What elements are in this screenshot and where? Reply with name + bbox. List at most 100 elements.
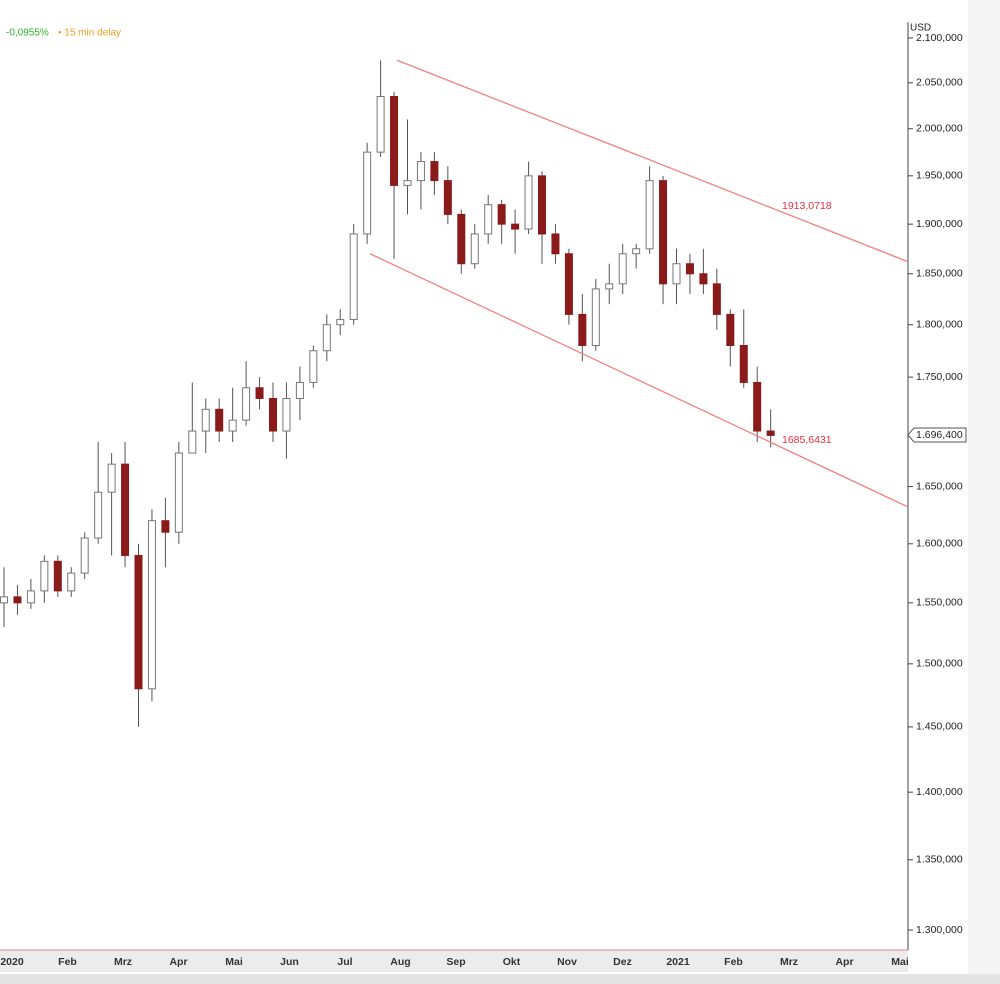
candle-body xyxy=(699,273,708,285)
y-tick-label: 1.350,000 xyxy=(916,854,963,866)
y-tick-label: 1.300,000 xyxy=(916,924,963,936)
status-change: -0,0955% xyxy=(6,28,49,39)
x-tick-label: Mrz xyxy=(780,956,798,968)
x-tick-label: 2020 xyxy=(0,956,24,968)
candle-body xyxy=(67,572,76,592)
x-tick-label: Apr xyxy=(169,956,187,968)
x-tick-label: Mrz xyxy=(114,956,132,968)
candle-body xyxy=(107,463,116,493)
candle-body xyxy=(322,324,331,352)
candle-body xyxy=(551,233,560,255)
y-tick-label: 1.550,000 xyxy=(916,597,963,609)
x-axis-band xyxy=(0,950,908,972)
x-tick-label: Nov xyxy=(557,956,577,968)
y-tick-label: 1.600,000 xyxy=(916,538,963,550)
candle-body xyxy=(470,233,479,265)
candle-body xyxy=(591,288,600,347)
x-tick-label: Feb xyxy=(724,956,743,968)
x-tick-label: Mai xyxy=(891,956,909,968)
candle-body xyxy=(430,161,439,182)
candle-body xyxy=(416,161,425,182)
x-tick-label: 2021 xyxy=(666,956,690,968)
x-tick-label: Feb xyxy=(58,956,77,968)
candle-body xyxy=(40,560,49,592)
candle-body xyxy=(739,345,748,383)
candle-body xyxy=(484,204,493,235)
y-tick-label: 2.050,000 xyxy=(916,77,963,89)
candle-body xyxy=(538,175,546,235)
candle-body xyxy=(659,180,668,285)
candle-body xyxy=(457,213,466,265)
candle-body xyxy=(80,537,89,574)
trend-label: 1685,6431 xyxy=(782,434,832,446)
y-tick-label: 1.850,000 xyxy=(916,268,963,280)
candle-body xyxy=(672,263,681,285)
candle-body xyxy=(26,590,35,604)
candle-body xyxy=(524,175,533,230)
bottom-strip xyxy=(0,974,1000,984)
y-tick-label: 2.000,000 xyxy=(916,123,963,135)
x-tick-label: Dez xyxy=(613,956,632,968)
x-tick-label: Aug xyxy=(390,956,410,968)
candle-body xyxy=(753,381,762,432)
delay-note: • 15 min delay xyxy=(58,28,121,39)
y-tick-label: 1.450,000 xyxy=(916,721,963,733)
candle-body xyxy=(632,248,641,255)
candle-body xyxy=(147,520,156,690)
y-tick-label: 1.800,000 xyxy=(916,318,963,330)
candle-body xyxy=(349,233,358,321)
candle-body xyxy=(618,253,627,285)
y-tick-label: 1.900,000 xyxy=(916,218,963,230)
y-tick-label: 1.650,000 xyxy=(916,480,963,492)
x-tick-label: Sep xyxy=(446,956,465,968)
y-tick-label: 1.750,000 xyxy=(916,371,963,383)
candle-body xyxy=(443,180,452,215)
candle-body xyxy=(121,463,130,556)
y-tick-label: 1.500,000 xyxy=(916,658,963,670)
x-tick-label: Apr xyxy=(835,956,853,968)
candle-body xyxy=(578,313,587,347)
candle-body xyxy=(685,263,694,275)
y-tick-label: 1.400,000 xyxy=(916,786,963,798)
right-margin xyxy=(968,0,1000,984)
candle-body xyxy=(53,560,62,592)
candle-body xyxy=(174,452,183,533)
x-tick-label: Okt xyxy=(503,956,521,968)
trend-label: 1913,0718 xyxy=(782,200,832,212)
candle-body xyxy=(605,283,614,290)
x-tick-label: Jul xyxy=(337,956,352,968)
candle-body xyxy=(242,387,251,421)
candle-body xyxy=(134,554,143,690)
candle-body xyxy=(295,381,304,399)
trend-line xyxy=(369,253,909,508)
candle-body xyxy=(0,596,8,604)
candle-body xyxy=(161,520,170,533)
candle-body xyxy=(13,596,22,604)
candle-body xyxy=(282,397,291,432)
candle-body xyxy=(228,419,237,432)
x-tick-label: Jun xyxy=(280,956,299,968)
candle-body xyxy=(363,151,372,235)
y-tick-label: 1.950,000 xyxy=(916,170,963,182)
candle-body xyxy=(645,180,654,250)
candle-body xyxy=(94,491,103,539)
candle-body xyxy=(390,95,399,186)
x-tick-label: Mai xyxy=(225,956,243,968)
candle-body xyxy=(269,397,277,432)
current-price-label: 1.696,400 xyxy=(916,429,963,441)
candle-body xyxy=(215,408,224,432)
candle-body xyxy=(255,387,264,399)
candle-body xyxy=(726,313,735,347)
candle-body xyxy=(188,430,197,454)
candle-body xyxy=(403,180,412,186)
trend-line xyxy=(396,59,909,263)
candle-body xyxy=(309,350,318,383)
candle-body xyxy=(336,319,345,326)
y-axis-unit: USD xyxy=(910,23,931,34)
candle-body xyxy=(497,204,506,225)
candle-body xyxy=(201,408,210,432)
y-tick-label: 2.100,000 xyxy=(916,32,963,44)
candle-body xyxy=(376,95,385,153)
